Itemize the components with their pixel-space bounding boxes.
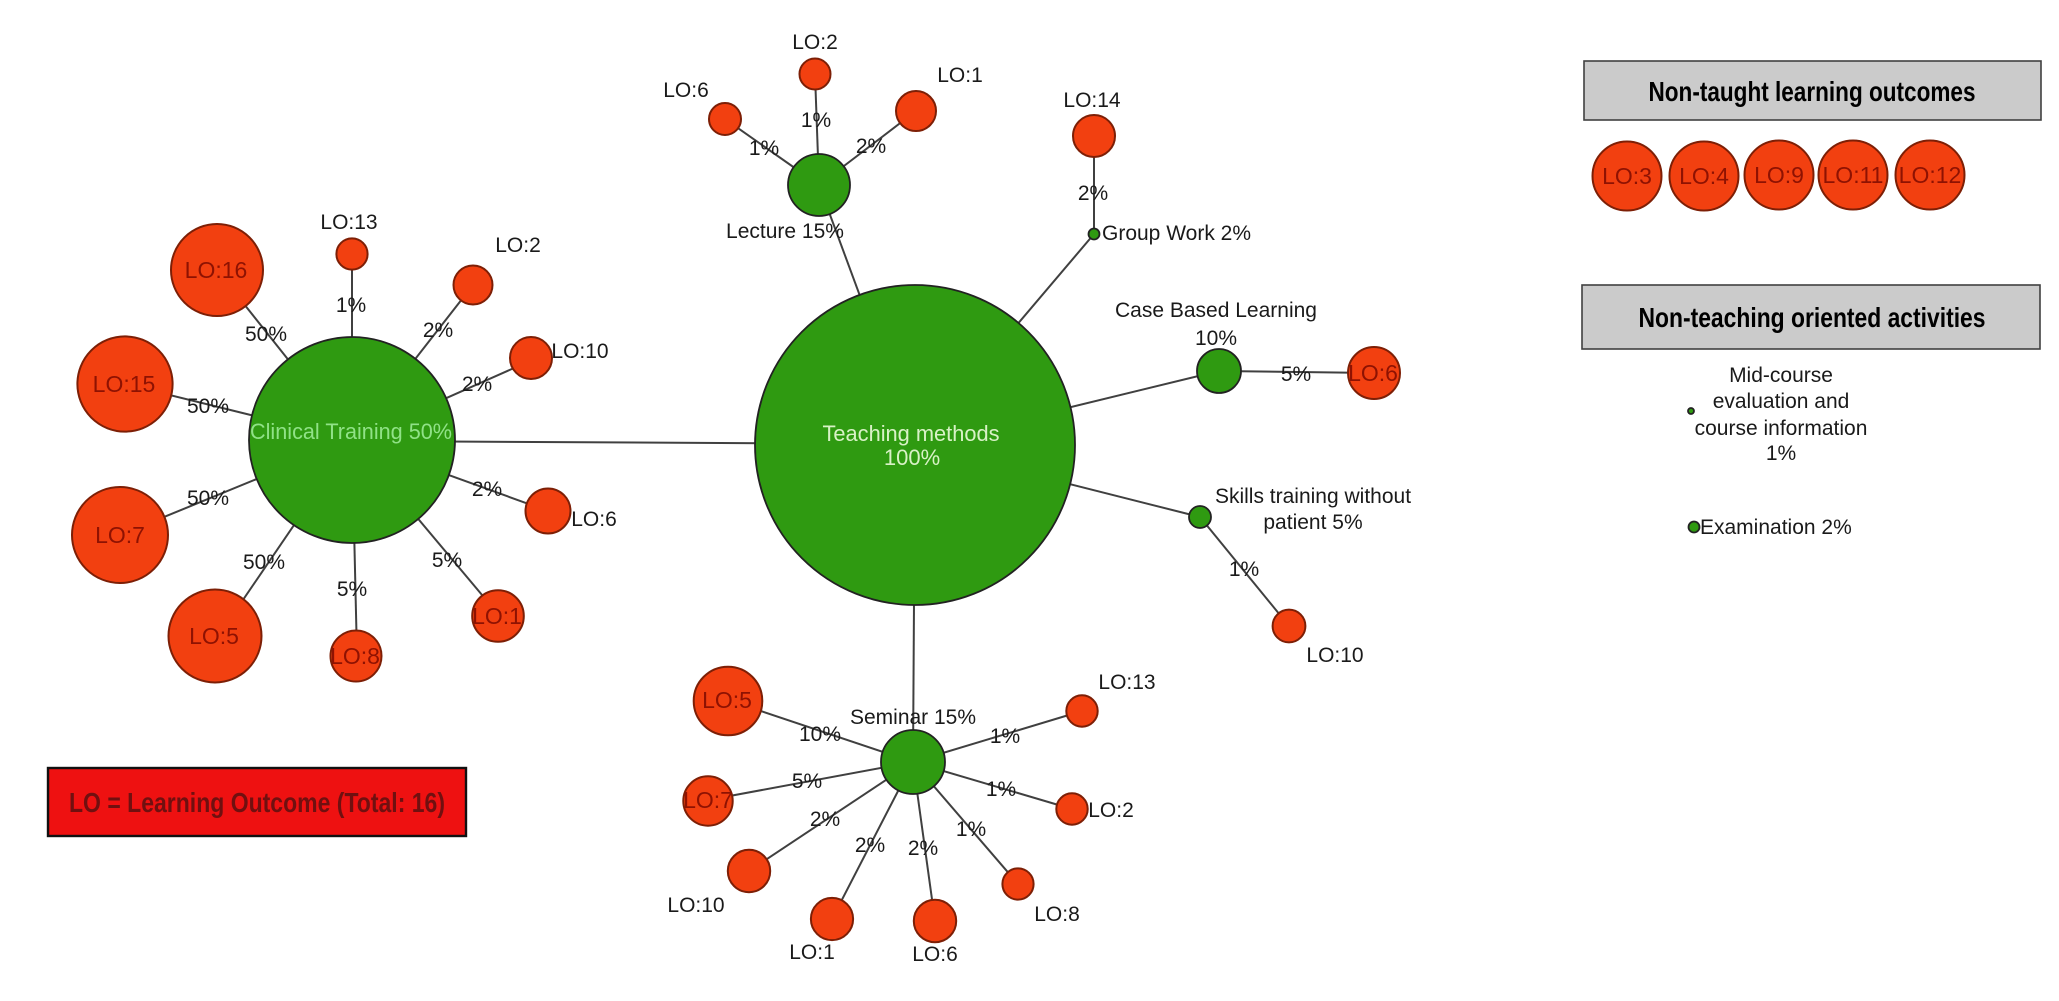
svg-text:50%: 50% bbox=[245, 323, 287, 346]
svg-text:LO:12: LO:12 bbox=[1899, 162, 1962, 188]
svg-text:1%: 1% bbox=[990, 725, 1020, 748]
svg-text:patient 5%: patient 5% bbox=[1263, 511, 1362, 534]
svg-text:50%: 50% bbox=[243, 551, 285, 574]
svg-text:Group Work 2%: Group Work 2% bbox=[1102, 222, 1251, 245]
svg-text:1%: 1% bbox=[749, 137, 779, 160]
svg-text:LO:5: LO:5 bbox=[189, 623, 239, 649]
svg-text:LO:13: LO:13 bbox=[1098, 671, 1155, 694]
svg-text:LO:6: LO:6 bbox=[912, 943, 958, 966]
svg-text:LO:1: LO:1 bbox=[937, 64, 983, 87]
svg-text:5%: 5% bbox=[792, 770, 822, 793]
svg-text:5%: 5% bbox=[337, 578, 367, 601]
svg-text:Case Based Learning: Case Based Learning bbox=[1115, 299, 1317, 322]
svg-text:LO:6: LO:6 bbox=[663, 79, 709, 102]
svg-text:2%: 2% bbox=[908, 837, 938, 860]
svg-text:2%: 2% bbox=[810, 808, 840, 831]
svg-text:LO:2: LO:2 bbox=[792, 31, 838, 54]
svg-text:2%: 2% bbox=[855, 834, 885, 857]
svg-text:LO:8: LO:8 bbox=[1034, 903, 1080, 926]
svg-text:2%: 2% bbox=[462, 373, 492, 396]
svg-text:LO:7: LO:7 bbox=[95, 522, 145, 548]
svg-text:LO:5: LO:5 bbox=[702, 687, 752, 713]
svg-text:LO:9: LO:9 bbox=[1754, 162, 1804, 188]
svg-text:LO:1: LO:1 bbox=[789, 941, 835, 964]
svg-text:LO:6: LO:6 bbox=[571, 508, 617, 531]
svg-text:LO:16: LO:16 bbox=[185, 257, 248, 283]
svg-text:2%: 2% bbox=[423, 319, 453, 342]
svg-text:LO:7: LO:7 bbox=[683, 787, 733, 813]
svg-text:Non-teaching oriented activiti: Non-teaching oriented activities bbox=[1639, 302, 1986, 333]
svg-text:LO:15: LO:15 bbox=[93, 371, 156, 397]
svg-text:LO:6: LO:6 bbox=[1348, 360, 1398, 386]
svg-text:LO:2: LO:2 bbox=[1088, 799, 1134, 822]
svg-text:5%: 5% bbox=[432, 549, 462, 572]
svg-text:course information: course information bbox=[1695, 417, 1868, 440]
svg-text:2%: 2% bbox=[856, 135, 886, 158]
svg-text:10%: 10% bbox=[799, 723, 841, 746]
svg-text:5%: 5% bbox=[1281, 363, 1311, 386]
svg-text:Clinical Training 50%: Clinical Training 50% bbox=[250, 419, 452, 444]
svg-text:LO = Learning Outcome (Total:: LO = Learning Outcome (Total: 16) bbox=[69, 787, 445, 818]
svg-text:LO:4: LO:4 bbox=[1679, 163, 1729, 189]
svg-text:LO:3: LO:3 bbox=[1602, 163, 1652, 189]
svg-text:1%: 1% bbox=[986, 778, 1016, 801]
svg-text:LO:1: LO:1 bbox=[472, 603, 522, 629]
svg-text:LO:10: LO:10 bbox=[1306, 644, 1363, 667]
svg-text:Seminar 15%: Seminar 15% bbox=[850, 706, 976, 729]
svg-text:1%: 1% bbox=[1766, 442, 1796, 465]
svg-text:2%: 2% bbox=[472, 478, 502, 501]
svg-text:LO:10: LO:10 bbox=[551, 340, 608, 363]
svg-text:50%: 50% bbox=[187, 395, 229, 418]
svg-text:LO:13: LO:13 bbox=[320, 211, 377, 234]
svg-text:LO:2: LO:2 bbox=[495, 234, 541, 257]
svg-text:Examination 2%: Examination 2% bbox=[1700, 516, 1852, 539]
svg-text:Teaching methods: Teaching methods bbox=[823, 421, 1000, 446]
svg-text:1%: 1% bbox=[956, 818, 986, 841]
svg-text:Mid-course: Mid-course bbox=[1729, 364, 1833, 387]
svg-text:LO:10: LO:10 bbox=[667, 894, 724, 917]
svg-text:1%: 1% bbox=[336, 294, 366, 317]
svg-text:Non-taught learning outcomes: Non-taught learning outcomes bbox=[1649, 76, 1976, 107]
svg-text:evaluation and: evaluation and bbox=[1713, 390, 1850, 413]
svg-text:1%: 1% bbox=[801, 109, 831, 132]
svg-text:LO:8: LO:8 bbox=[330, 643, 380, 669]
svg-text:LO:11: LO:11 bbox=[1823, 162, 1884, 188]
svg-text:50%: 50% bbox=[187, 487, 229, 510]
svg-text:Skills training without: Skills training without bbox=[1215, 485, 1411, 508]
svg-text:10%: 10% bbox=[1195, 327, 1237, 350]
svg-text:2%: 2% bbox=[1078, 182, 1108, 205]
svg-text:Lecture 15%: Lecture 15% bbox=[726, 220, 844, 243]
svg-text:1%: 1% bbox=[1229, 558, 1259, 581]
svg-text:100%: 100% bbox=[884, 445, 940, 470]
svg-text:LO:14: LO:14 bbox=[1063, 89, 1121, 112]
